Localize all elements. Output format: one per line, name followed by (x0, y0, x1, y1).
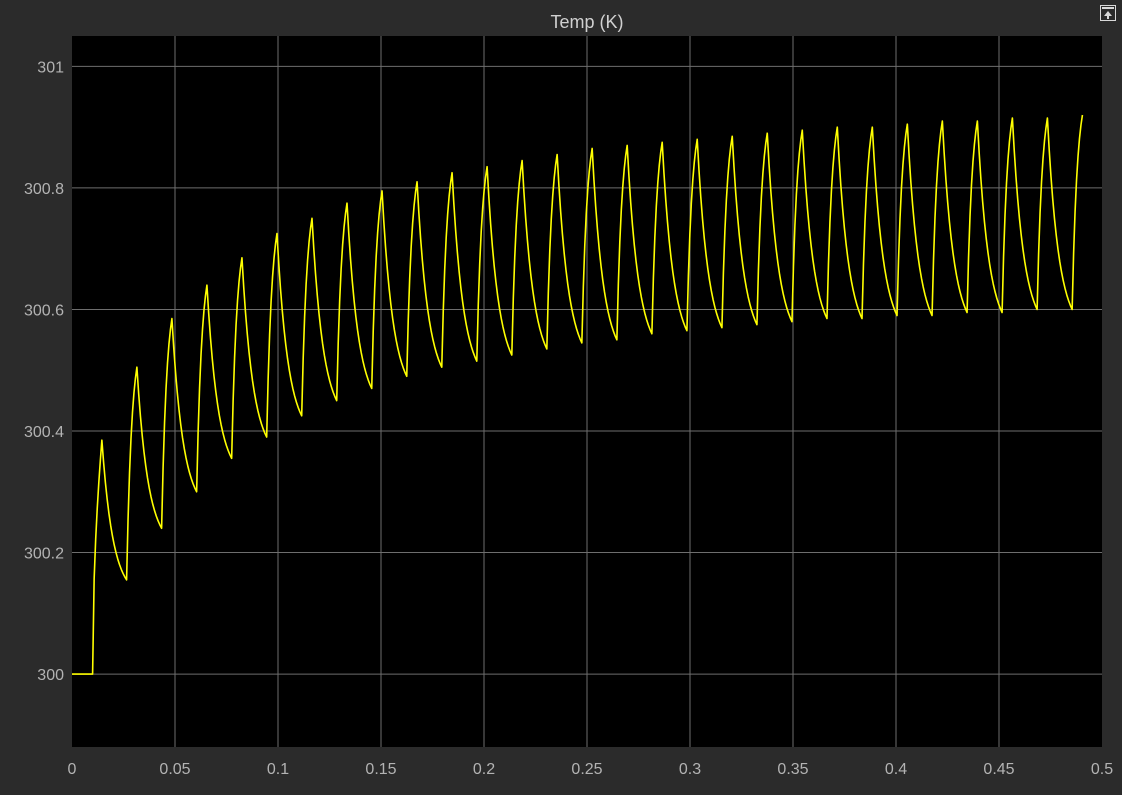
grid (72, 36, 1102, 747)
series-line-temp (72, 114, 1084, 675)
x-tick-label: 0 (68, 761, 77, 778)
y-tick-label: 300.8 (24, 181, 64, 198)
x-tick-label: 0.3 (679, 761, 701, 778)
y-tick-label: 301 (37, 59, 64, 76)
y-axis: 300 300.2 300.4 300.6 300.8 301 (24, 59, 64, 684)
y-tick-label: 300 (37, 667, 64, 684)
arrow-up-icon (1104, 11, 1112, 16)
arrow-stem (1107, 15, 1109, 19)
x-tick-label: 0.35 (777, 761, 808, 778)
x-tick-label: 0.45 (983, 761, 1014, 778)
x-tick-label: 0.4 (885, 761, 907, 778)
y-tick-label: 300.2 (24, 546, 64, 563)
x-tick-label: 0.5 (1091, 761, 1113, 778)
undock-button[interactable] (1100, 5, 1116, 21)
y-tick-label: 300.6 (24, 302, 64, 319)
x-tick-label: 0.1 (267, 761, 289, 778)
x-axis: 0 0.05 0.1 0.15 0.2 0.25 0.3 0.35 0.4 0.45 0.5 (68, 761, 1114, 778)
undock-icon (1102, 7, 1114, 9)
chart-title: Temp (K) (550, 12, 623, 32)
x-tick-label: 0.15 (365, 761, 396, 778)
x-tick-label: 0.2 (473, 761, 495, 778)
x-tick-label: 0.05 (159, 761, 190, 778)
y-tick-label: 300.4 (24, 424, 64, 441)
x-tick-label: 0.25 (571, 761, 602, 778)
series-layer (72, 114, 1084, 675)
